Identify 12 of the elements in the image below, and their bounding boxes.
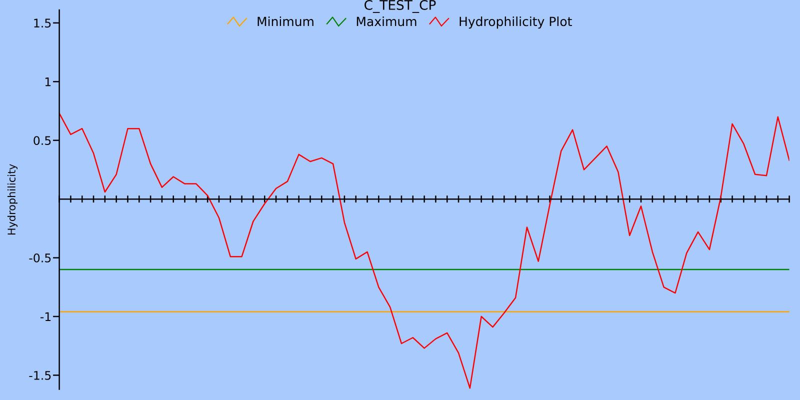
y-tick-label: -1 xyxy=(40,312,51,321)
chart-title: C_TEST_CP xyxy=(364,0,436,13)
legend-label: Hydrophilicity Plot xyxy=(460,16,572,29)
line-series xyxy=(59,112,790,389)
y-axis-title: Hydrophilicity xyxy=(7,164,18,235)
y-tick-label: 1 xyxy=(45,78,51,86)
y-tick-label: -1.5 xyxy=(29,371,51,380)
y-tick-label: 1.5 xyxy=(34,18,51,28)
y-tick-label: -0.5 xyxy=(29,254,51,262)
y-tick-label: 0.5 xyxy=(34,136,51,145)
legend-label: Minimum xyxy=(258,16,314,26)
legend-label: Maximum xyxy=(356,16,416,26)
